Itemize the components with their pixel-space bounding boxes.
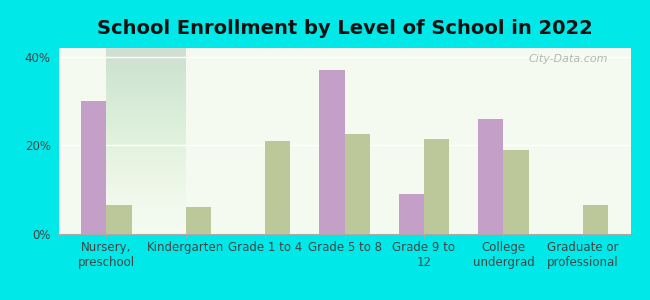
- Title: School Enrollment by Level of School in 2022: School Enrollment by Level of School in …: [97, 19, 592, 38]
- Bar: [424, 139, 449, 234]
- Bar: [503, 150, 529, 234]
- Bar: [398, 194, 424, 234]
- Bar: [265, 141, 291, 234]
- Bar: [81, 101, 106, 234]
- Bar: [583, 205, 608, 234]
- Legend: Zip code 98381, Washington: Zip code 98381, Washington: [223, 296, 466, 300]
- Bar: [106, 205, 131, 234]
- Bar: [344, 134, 370, 234]
- Bar: [186, 207, 211, 234]
- Text: City-Data.com: City-Data.com: [528, 54, 608, 64]
- Bar: [478, 119, 503, 234]
- Bar: [319, 70, 344, 234]
